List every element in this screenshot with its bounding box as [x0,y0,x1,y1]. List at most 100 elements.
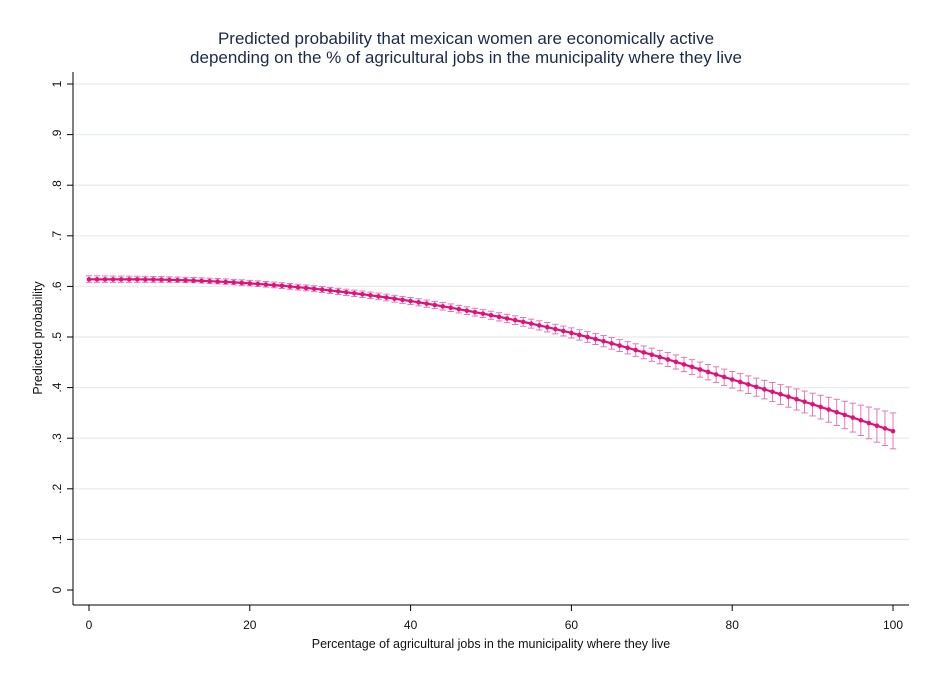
prediction-point-15 [207,278,212,284]
prediction-point-22 [263,282,269,287]
prediction-point-94 [842,412,848,418]
confidence-interval-bars [85,275,897,450]
prediction-point-23 [271,282,277,288]
x-tick-label-3: 60 [565,618,579,632]
prediction-point-19 [239,280,245,286]
prediction-point-46 [456,306,462,312]
prediction-point-43 [432,302,438,308]
prediction-point-21 [255,281,261,287]
prediction-point-90 [810,401,815,407]
y-axis-ticks: 0 .1 .2 .3 .4 .5 .6 .7 .8 .9 1 [50,80,73,593]
prediction-point-30 [327,288,333,293]
prediction-point-100 [890,428,896,434]
y-tick-label-3: .3 [50,433,64,443]
prediction-point-32 [343,289,349,295]
prediction-point-99 [882,426,888,431]
prediction-point-70 [649,352,655,358]
prediction-point-58 [553,326,558,332]
prediction-point-73 [673,359,679,365]
prediction-point-13 [191,278,196,283]
prediction-point-45 [448,305,454,311]
prediction-point-92 [826,407,831,412]
y-tick-label-7: .7 [50,230,64,240]
x-axis-ticks: 0 20 40 60 80 100 [86,605,903,632]
prediction-point-66 [617,343,622,348]
prediction-point-2 [102,277,108,282]
x-tick-label-5: 100 [883,618,903,632]
prediction-point-68 [633,347,639,353]
prediction-point-38 [392,296,397,301]
prediction-point-6 [134,277,140,282]
prediction-point-62 [585,334,590,340]
prediction-point-8 [151,277,156,282]
prediction-point-65 [609,341,614,346]
prediction-point-91 [818,404,823,410]
y-tick-label-9: .9 [50,129,64,139]
prediction-point-0 [86,277,92,282]
prediction-point-76 [697,367,703,372]
prediction-point-72 [665,357,671,362]
prediction-point-11 [175,277,180,283]
prediction-point-95 [850,415,856,420]
prediction-point-16 [215,279,220,284]
prediction-point-96 [858,417,864,423]
prediction-point-83 [754,384,759,390]
y-tick-label-0: 0 [50,586,64,593]
prediction-point-42 [424,301,429,306]
prediction-point-10 [167,277,172,283]
prediction-point-80 [729,377,735,382]
prediction-point-9 [159,277,164,282]
y-tick-label-8: .8 [50,180,64,190]
prediction-point-28 [311,286,317,292]
prediction-point-7 [142,277,148,282]
y-axis-label: Predicted probability [31,281,45,395]
prediction-point-71 [657,354,663,360]
prediction-point-79 [721,374,727,380]
prediction-point-3 [110,277,116,282]
prediction-point-33 [352,290,357,296]
y-tick-label-4: .4 [50,382,64,392]
prediction-point-47 [464,308,470,313]
prediction-point-89 [802,399,807,405]
prediction-point-24 [279,283,285,289]
prediction-point-50 [488,312,494,318]
x-tick-label-0: 0 [86,618,93,632]
prediction-point-84 [762,387,767,392]
prediction-point-35 [368,293,373,298]
prediction-point-26 [295,284,301,290]
y-tick-label-1: .1 [50,534,64,544]
y-tick-label-10: 1 [50,80,64,87]
prediction-point-93 [834,409,840,415]
x-tick-label-4: 80 [726,618,740,632]
prediction-point-29 [319,287,325,292]
prediction-point-63 [593,336,598,342]
prediction-point-25 [287,284,293,289]
prediction-point-60 [569,330,574,336]
prediction-point-78 [713,372,719,377]
prediction-point-54 [520,319,526,325]
prediction-point-81 [737,379,743,385]
x-tick-label-1: 20 [243,618,257,632]
chart-title-line-1: Predicted probability that mexican women… [218,29,714,48]
prediction-point-85 [770,389,775,395]
y-tick-label-6: .6 [50,281,64,291]
prediction-point-67 [625,345,630,351]
y-tick-label-2: .2 [50,483,64,493]
prediction-point-86 [778,391,783,397]
prediction-point-4 [118,277,124,282]
prediction-point-87 [786,394,791,400]
prediction-point-36 [376,294,381,299]
prediction-point-20 [247,281,253,286]
prediction-point-52 [504,316,510,321]
prediction-point-1 [94,277,100,282]
prediction-point-88 [794,396,799,402]
y-tick-label-5: .5 [50,332,64,342]
prediction-point-75 [689,364,695,370]
prediction-point-40 [408,298,413,304]
prediction-point-98 [874,423,880,429]
prediction-point-56 [536,323,542,328]
prediction-point-69 [641,350,647,355]
gridlines [73,83,909,541]
